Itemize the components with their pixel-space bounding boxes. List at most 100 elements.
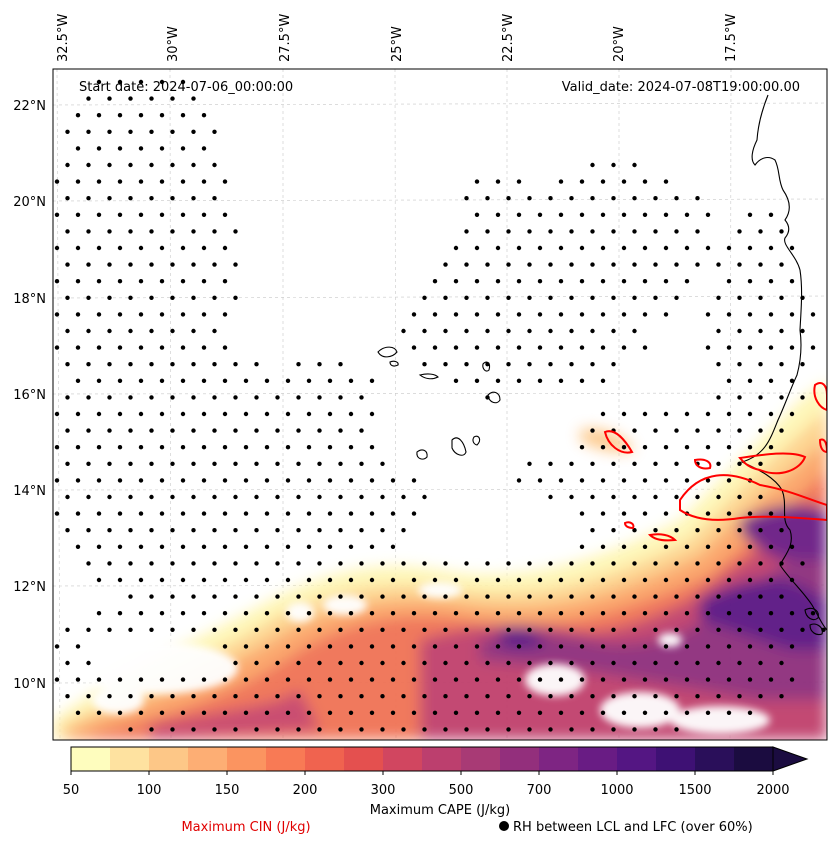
colorbar-segment <box>656 747 696 771</box>
rh-dot <box>191 295 196 300</box>
rh-dot <box>747 378 753 383</box>
rh-dot <box>768 577 774 583</box>
rh-dot <box>527 362 532 367</box>
rh-dot <box>306 378 312 383</box>
rh-dot <box>621 478 627 483</box>
rh-dot <box>716 660 721 666</box>
rh-dot <box>747 411 753 417</box>
rh-dot <box>390 710 396 715</box>
colorbar-tick-label: 1000 <box>600 783 633 798</box>
rh-dot <box>233 594 238 599</box>
rh-dot <box>558 644 564 649</box>
rh-dot <box>464 627 469 632</box>
rh-dot <box>569 262 574 267</box>
rh-dot <box>285 445 291 450</box>
rh-dot <box>747 611 753 616</box>
rh-dot <box>695 229 700 234</box>
rh-dot <box>642 478 648 483</box>
rh-dot <box>317 727 322 732</box>
rh-dot <box>117 312 123 317</box>
rh-dot <box>453 279 459 284</box>
rh-dot <box>54 212 60 217</box>
rh-dot <box>474 677 480 682</box>
rh-dot <box>191 328 196 334</box>
rh-dot <box>191 694 196 699</box>
rh-legend-label: RH between LCL and LFC (over 60%) <box>513 820 753 835</box>
rh-dot <box>180 312 186 317</box>
rh-dot <box>327 478 333 483</box>
rh-dot <box>159 544 165 549</box>
rh-dot <box>726 411 732 417</box>
rh-dot <box>464 594 469 599</box>
rh-dot <box>317 395 322 400</box>
rh-dot <box>527 727 532 732</box>
rh-dot <box>65 328 70 334</box>
rh-dot <box>642 279 648 284</box>
rh-dot <box>705 511 711 516</box>
rh-dot <box>684 245 690 251</box>
rh-dot <box>180 544 186 549</box>
rh-dot <box>180 245 186 251</box>
lon-label: 27.5°W <box>278 14 293 62</box>
lat-label: 10°N <box>13 677 46 692</box>
lat-label: 14°N <box>13 484 46 499</box>
rh-dot <box>201 445 207 450</box>
rh-dot <box>474 345 480 350</box>
rh-dot <box>632 162 637 168</box>
rh-dot <box>705 677 711 682</box>
rh-dot <box>758 694 763 699</box>
rh-dot <box>201 511 207 516</box>
rh-dot <box>464 561 469 566</box>
rh-dot <box>191 528 196 533</box>
rh-dot <box>86 528 91 533</box>
rh-dot <box>537 644 543 649</box>
rh-dot <box>548 262 553 267</box>
colorbar-segment <box>110 747 150 771</box>
rh-dot <box>579 710 585 715</box>
rh-dot <box>590 494 595 500</box>
rh-dot <box>663 611 669 616</box>
rh-dot <box>128 328 133 334</box>
longitude-labels: 32.5°W 30°W 27.5°W 25°W 22.5°W 20°W 17.5… <box>56 14 739 62</box>
rh-dot <box>275 428 280 433</box>
rh-dot <box>128 395 133 400</box>
rh-dot <box>737 428 742 433</box>
rh-dot <box>254 395 259 400</box>
rh-dot <box>390 611 396 616</box>
rh-dot <box>600 279 606 284</box>
rh-dot <box>212 461 217 466</box>
rh-dot <box>327 644 333 649</box>
rh-dot <box>716 594 721 599</box>
rh-dot <box>369 378 375 383</box>
rh-dot <box>159 279 165 284</box>
rh-dot <box>506 362 511 367</box>
rh-dot <box>327 544 333 549</box>
rh-dot <box>737 461 742 466</box>
rh-dot <box>768 544 774 549</box>
rh-dot <box>432 312 438 317</box>
lat-label: 18°N <box>13 292 46 307</box>
rh-dot <box>758 229 763 234</box>
rh-dot <box>149 262 154 267</box>
rh-dot <box>117 677 123 682</box>
rh-dot <box>758 561 763 566</box>
rh-dot <box>138 478 144 483</box>
rh-dot <box>390 677 396 682</box>
rh-dot <box>327 677 333 682</box>
rh-dot <box>684 544 690 549</box>
rh-dot <box>254 494 259 500</box>
rh-dot <box>212 362 217 367</box>
rh-dot <box>233 561 238 566</box>
rh-dot <box>54 279 60 284</box>
rh-dot <box>212 395 217 400</box>
rh-dot <box>810 345 816 350</box>
rh-dot <box>212 295 217 300</box>
rh-dot <box>233 694 238 699</box>
rh-dot <box>222 312 228 317</box>
rh-dot <box>170 362 175 367</box>
rh-dot <box>327 511 333 516</box>
rh-dot <box>810 611 816 616</box>
rh-dot <box>75 312 81 317</box>
colorbar-tick-label: 2000 <box>756 783 789 798</box>
colorbar-segment <box>422 747 462 771</box>
